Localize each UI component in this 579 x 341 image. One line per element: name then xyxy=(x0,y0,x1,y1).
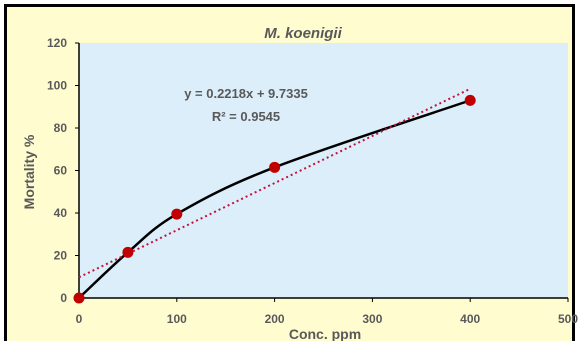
data-point xyxy=(464,94,476,106)
linear-trendline xyxy=(78,87,471,279)
data-smooth-line xyxy=(78,99,471,299)
x-tick-label: 500 xyxy=(558,312,578,326)
y-tick-labels: 0 20 40 60 80 100 120 xyxy=(47,36,67,305)
data-point xyxy=(73,292,85,304)
x-tick-label: 300 xyxy=(362,312,382,326)
plot-area xyxy=(79,43,568,298)
x-axis-title: Conc. ppm xyxy=(289,326,361,341)
x-tick-label: 400 xyxy=(460,312,480,326)
x-tick-label: 200 xyxy=(265,312,285,326)
y-tick-label: 80 xyxy=(54,121,68,135)
y-tick-label: 20 xyxy=(54,249,68,263)
trendline-equation: y = 0.2218x + 9.7335 xyxy=(184,86,308,101)
data-point xyxy=(269,161,281,173)
x-axis xyxy=(78,297,569,302)
y-axis xyxy=(75,42,80,299)
x-tick-label: 100 xyxy=(167,312,187,326)
y-axis-title: Mortality % xyxy=(21,134,37,209)
x-tick-labels: 0 100 200 300 400 500 xyxy=(76,312,579,326)
y-tick-label: 100 xyxy=(47,79,67,93)
y-tick-label: 0 xyxy=(60,291,67,305)
y-tick-label: 60 xyxy=(54,164,68,178)
y-tick-label: 40 xyxy=(54,206,68,220)
data-points xyxy=(73,94,476,304)
data-point xyxy=(122,246,134,258)
r-squared-label: R² = 0.9545 xyxy=(212,109,280,124)
chart-title: M. koenigii xyxy=(264,25,342,42)
x-tick-label: 0 xyxy=(76,312,83,326)
data-point xyxy=(171,208,183,220)
y-tick-label: 120 xyxy=(47,36,67,50)
